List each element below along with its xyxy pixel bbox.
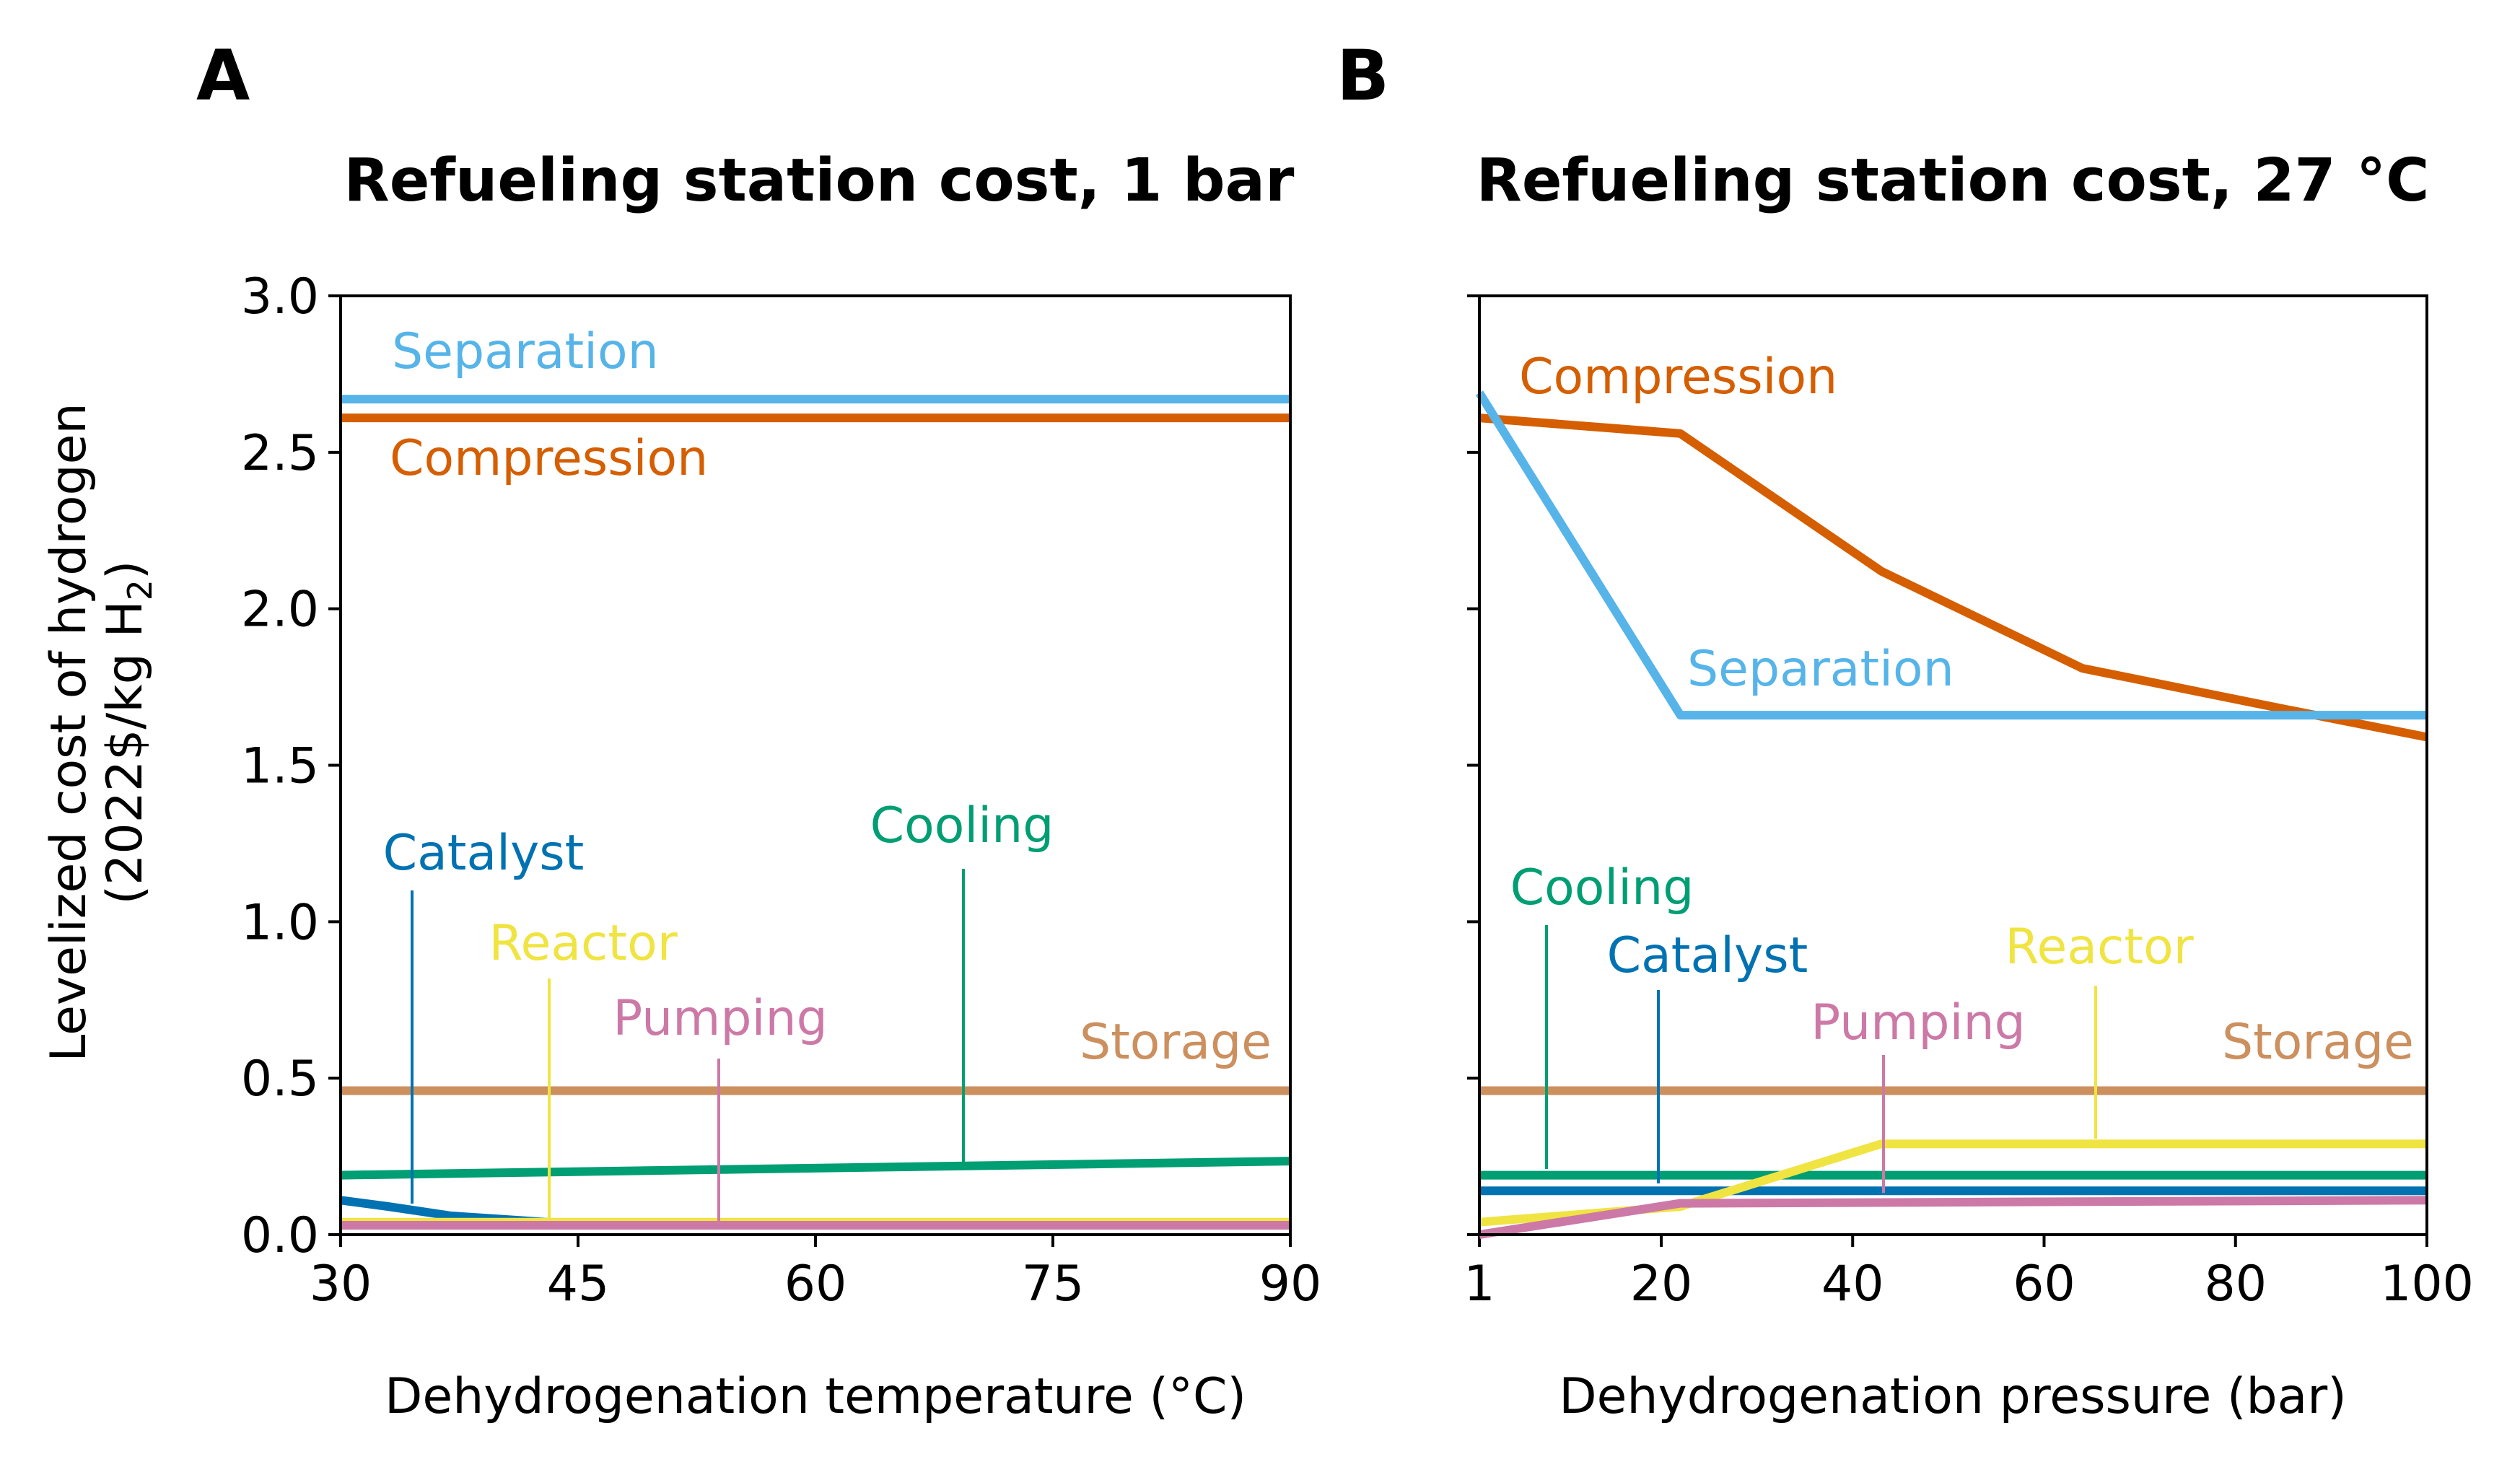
annotation-reactor-a: Reactor (489, 915, 677, 972)
x-tick-label: 90 (1259, 1256, 1322, 1313)
y-tick-label: 3.0 (241, 268, 319, 325)
annotation-cooling-b: Cooling (1510, 859, 1694, 916)
x-tick-label: 45 (547, 1256, 610, 1313)
panel-b-annotations: Compression Separation Cooling Catalyst … (1510, 349, 2414, 1193)
x-tick-label: 20 (1630, 1256, 1693, 1313)
x-tick-label: 40 (1821, 1256, 1884, 1313)
panel-b: 1 20 40 60 80 100 Compression Separation Cool… (1464, 294, 2474, 1425)
y-tick-label: 0.0 (241, 1207, 319, 1264)
panel-b-series (1475, 390, 2428, 1239)
y-axis-label-close: ) (97, 561, 154, 580)
x-tick-label: 60 (784, 1256, 847, 1313)
series-line-reactor-b (1479, 1139, 2427, 1227)
y-tick-label: 2.0 (241, 582, 319, 639)
panel-a-annotations: Separation Compression Storage Catalyst … (383, 323, 1272, 1225)
panel-a-title: Refueling station cost, 1 bar (344, 146, 1295, 215)
annotation-compression-a: Compression (390, 430, 708, 487)
panel-a-y-ticks: 0.0 0.5 1.0 1.5 2.0 2.5 3.0 (241, 268, 341, 1264)
y-tick-label: 1.5 (241, 738, 319, 795)
annotation-catalyst-b: Catalyst (1607, 927, 1808, 984)
annotation-pumping-b: Pumping (1811, 994, 2025, 1051)
annotation-separation-b: Separation (1687, 641, 1954, 698)
panel-a-x-axis-label: Dehydrogenation temperature (°C) (385, 1368, 1246, 1425)
series-line-cooling-a (340, 1157, 1291, 1180)
x-tick-label: 60 (2013, 1256, 2075, 1313)
y-axis-label-subscript: 2 (121, 579, 159, 600)
panel-a-letter: A (196, 35, 250, 116)
annotation-compression-b: Compression (1519, 349, 1837, 406)
panel-a-x-ticks: 30 45 60 75 90 (310, 1235, 1322, 1313)
annotation-separation-a: Separation (392, 323, 659, 380)
y-axis-label-unit: (2022$/kg H (97, 600, 154, 904)
annotation-reactor-b: Reactor (2005, 919, 2193, 976)
x-tick-label: 1 (1464, 1256, 1495, 1313)
y-axis-label-line2: (2022$/kg H2) (97, 561, 159, 905)
y-tick-label: 1.0 (241, 894, 319, 951)
panel-b-x-axis-label: Dehydrogenation pressure (bar) (1559, 1368, 2347, 1425)
panel-b-y-ticks (1467, 294, 1479, 1236)
annotation-pumping-a: Pumping (613, 990, 827, 1047)
panel-a-series (340, 395, 1291, 1230)
x-tick-label: 80 (2204, 1256, 2267, 1313)
y-tick-label: 2.5 (241, 425, 319, 482)
x-tick-label: 30 (310, 1256, 372, 1313)
panel-b-title: Refueling station cost, 27 °C (1476, 146, 2430, 215)
panel-a-frame (339, 294, 1292, 1236)
series-line-pumping-b (1479, 1196, 2428, 1239)
x-tick-label: 100 (2380, 1256, 2474, 1313)
series-line-separation-b (1475, 390, 2427, 720)
panel-b-letter: B (1336, 35, 1389, 116)
annotation-catalyst-a: Catalyst (383, 825, 585, 882)
annotation-storage-b: Storage (2222, 1014, 2414, 1071)
y-axis-label-line1: Levelized cost of hydrogen (40, 403, 97, 1061)
y-tick-label: 0.5 (241, 1051, 319, 1108)
x-tick-label: 75 (1022, 1256, 1085, 1313)
annotation-storage-a: Storage (1080, 1014, 1272, 1071)
panel-b-frame (1478, 294, 2428, 1236)
annotation-cooling-a: Cooling (870, 797, 1054, 854)
panel-a: 30 45 60 75 90 0.0 0.5 1.0 1.5 2.0 2.5 3.0 Separat… (241, 268, 1321, 1425)
y-axis-label: Levelized cost of hydrogen (2022$/kg H2) (40, 403, 159, 1061)
panel-b-x-ticks: 1 20 40 60 80 100 (1464, 1235, 2474, 1313)
